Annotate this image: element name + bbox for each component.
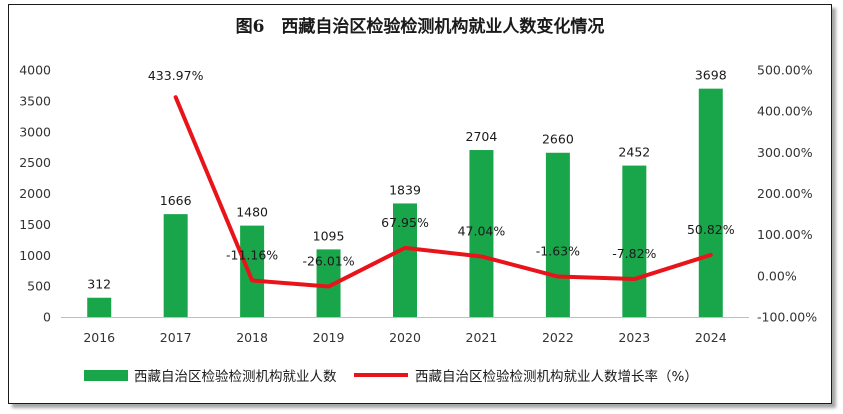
bar-value-label: 1095 bbox=[313, 228, 345, 243]
bar bbox=[87, 297, 112, 317]
bar-value-label: 2660 bbox=[542, 132, 574, 147]
line-value-label: -26.01% bbox=[302, 254, 354, 269]
bar-data-labels: 312 1666 1480 1095 1839 2704 2660 2452 3698 bbox=[87, 68, 726, 292]
x-tick-label: 2019 bbox=[313, 330, 345, 345]
chart-title: 图6 西藏自治区检验检测机构就业人数变化情况 bbox=[236, 16, 605, 37]
bar bbox=[622, 165, 647, 317]
x-tick-label: 2022 bbox=[542, 330, 574, 345]
line-value-label: 433.97% bbox=[148, 68, 204, 83]
line-value-label: -11.16% bbox=[226, 247, 278, 262]
x-tick-label: 2021 bbox=[466, 330, 498, 345]
right-axis: -100.00% 0.00% 100.00% 200.00% 300.00% 400.00… bbox=[757, 63, 817, 325]
left-tick-label: 3000 bbox=[19, 124, 51, 139]
bar-value-label: 2704 bbox=[466, 129, 498, 144]
line-value-label: 50.82% bbox=[687, 222, 735, 237]
chart-frame: 图6 西藏自治区检验检测机构就业人数变化情况 0 500 1000 1500 2000 2… bbox=[8, 4, 832, 404]
right-tick-label: 500.00% bbox=[757, 63, 813, 78]
left-tick-label: 0 bbox=[43, 310, 51, 325]
line-value-label: 67.95% bbox=[381, 215, 429, 230]
x-tick-label: 2023 bbox=[618, 330, 650, 345]
right-tick-label: 400.00% bbox=[757, 104, 813, 119]
legend: 西藏自治区检验检测机构就业人数 西藏自治区检验检测机构就业人数增长率（%） bbox=[84, 368, 698, 385]
legend-line-label: 西藏自治区检验检测机构就业人数增长率（%） bbox=[415, 368, 698, 385]
bar-value-label: 312 bbox=[87, 277, 111, 292]
left-tick-label: 1500 bbox=[19, 217, 51, 232]
x-tick-label: 2016 bbox=[83, 330, 115, 345]
left-tick-label: 500 bbox=[27, 279, 51, 294]
bar bbox=[545, 152, 570, 317]
right-tick-label: 100.00% bbox=[757, 227, 813, 242]
bar bbox=[240, 225, 265, 317]
x-tick-label: 2018 bbox=[236, 330, 268, 345]
legend-bar-label: 西藏自治区检验检测机构就业人数 bbox=[134, 369, 337, 385]
bar-value-label: 3698 bbox=[695, 68, 727, 83]
bar bbox=[698, 88, 723, 317]
x-tick-label: 2024 bbox=[695, 330, 727, 345]
left-tick-label: 2000 bbox=[19, 186, 51, 201]
bar bbox=[469, 150, 494, 317]
right-tick-label: -100.00% bbox=[757, 310, 817, 325]
left-tick-label: 1000 bbox=[19, 248, 51, 263]
bar bbox=[393, 203, 417, 317]
line-series bbox=[173, 95, 713, 289]
bar-value-label: 1666 bbox=[160, 193, 192, 208]
right-tick-label: 0.00% bbox=[757, 268, 797, 283]
line-value-label: -7.82% bbox=[612, 246, 656, 261]
legend-bar-swatch bbox=[84, 370, 128, 381]
right-tick-label: 300.00% bbox=[757, 145, 813, 160]
right-tick-label: 200.00% bbox=[757, 186, 813, 201]
line-value-label: 47.04% bbox=[458, 223, 506, 238]
left-tick-label: 3500 bbox=[19, 93, 51, 108]
bar bbox=[163, 214, 188, 317]
left-axis: 0 500 1000 1500 2000 2500 3000 3500 4000 bbox=[19, 63, 51, 325]
left-tick-label: 2500 bbox=[19, 155, 51, 170]
line-data-labels: 433.97% -11.16% -26.01% 67.95% 47.04% -1.63% -… bbox=[148, 68, 735, 269]
x-axis: 2016 2017 2018 2019 2020 2021 2022 2023 2024 bbox=[61, 317, 749, 345]
x-tick-label: 2017 bbox=[160, 330, 192, 345]
chart-svg: 图6 西藏自治区检验检测机构就业人数变化情况 0 500 1000 1500 2000 2… bbox=[19, 16, 817, 385]
line-value-label: -1.63% bbox=[536, 244, 580, 259]
bar-value-label: 1839 bbox=[389, 182, 421, 197]
bar-value-label: 2452 bbox=[618, 145, 650, 160]
left-tick-label: 4000 bbox=[19, 63, 51, 78]
growth-rate-line bbox=[173, 95, 713, 289]
bar-value-label: 1480 bbox=[236, 205, 268, 220]
x-tick-label: 2020 bbox=[389, 330, 421, 345]
